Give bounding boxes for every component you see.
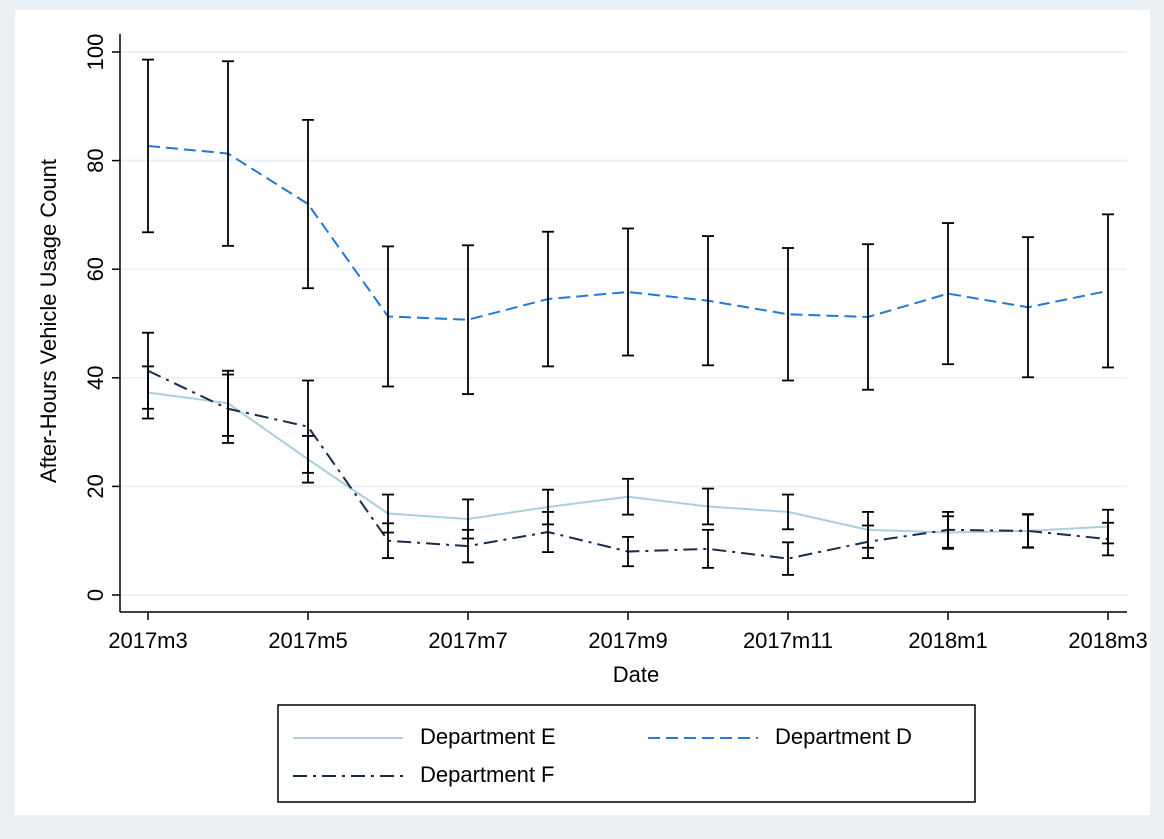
error-bar <box>1022 513 1034 549</box>
error-bar <box>782 247 794 382</box>
error-bar <box>542 511 554 554</box>
error-bar <box>462 244 474 395</box>
error-bar <box>542 230 554 368</box>
error-bar <box>1022 236 1034 379</box>
x-axis-label: Date <box>613 662 659 687</box>
y-tick-label: 80 <box>83 148 108 172</box>
error-bar <box>942 511 954 549</box>
plot-background <box>15 10 1150 815</box>
x-tick-label: 2018m1 <box>908 628 988 653</box>
legend-label: Department E <box>420 724 556 749</box>
error-bar <box>622 227 634 357</box>
y-tick-label: 60 <box>83 257 108 281</box>
error-bar <box>302 379 314 474</box>
y-tick-label: 20 <box>83 474 108 498</box>
error-bar <box>782 541 794 576</box>
x-tick-label: 2017m9 <box>588 628 668 653</box>
y-tick-label: 0 <box>83 589 108 601</box>
legend-label: Department D <box>775 724 912 749</box>
error-bar <box>782 493 794 531</box>
error-bar <box>222 373 234 444</box>
y-axis-label: After-Hours Vehicle Usage Count <box>36 159 61 483</box>
error-bar <box>702 235 714 367</box>
error-bar <box>382 245 394 388</box>
error-bar <box>302 118 314 290</box>
error-bar <box>1102 521 1114 557</box>
error-bar <box>142 331 154 410</box>
legend-box <box>277 704 976 803</box>
error-bar <box>622 535 634 568</box>
error-bar <box>1102 213 1114 369</box>
error-bar <box>382 522 394 559</box>
y-tick-label: 100 <box>83 34 108 71</box>
y-tick-label: 40 <box>83 366 108 390</box>
error-bar <box>942 222 954 366</box>
error-bar <box>142 58 154 234</box>
error-bar <box>222 60 234 247</box>
x-tick-label: 2017m5 <box>268 628 348 653</box>
error-bar <box>462 528 474 564</box>
error-bar <box>702 487 714 526</box>
error-bar <box>622 477 634 516</box>
x-tick-label: 2018m3 <box>1068 628 1148 653</box>
error-bar <box>862 524 874 559</box>
x-tick-label: 2017m11 <box>743 628 833 653</box>
error-bar <box>862 243 874 391</box>
error-bar <box>702 528 714 569</box>
x-tick-label: 2017m3 <box>108 628 188 653</box>
legend-label: Department F <box>420 762 555 787</box>
x-tick-label: 2017m7 <box>428 628 508 653</box>
